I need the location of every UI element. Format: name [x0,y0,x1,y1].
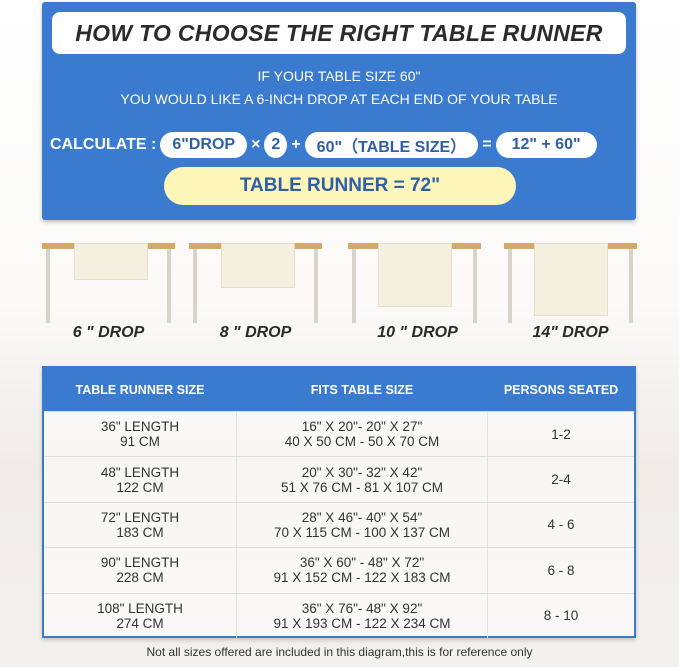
persons-cell: 1-2 [551,426,571,442]
calculation-panel: HOW TO CHOOSE THE RIGHT TABLE RUNNER IF … [42,2,636,220]
persons-cell: 4 - 6 [547,517,575,533]
runner-size-cell: 36" LENGTH 91 CM [44,419,236,449]
fit-cm: 40 X 50 CM - 50 X 70 CM [284,434,440,450]
runner-size-cell: 48" LENGTH 122 CM [44,465,236,495]
fits-size-cell: 36" X 60" - 48" X 72" 91 X 152 CM - 122 X… [236,548,488,593]
equals-sign: = [482,136,492,153]
header-persons: PERSONS SEATED [503,382,619,397]
fit-inches: 36" X 76"- 48" X 92" [301,600,423,616]
length-cm: 122 CM [116,479,164,495]
two-pill: 2 [264,132,288,158]
length-inches: 90" LENGTH [100,555,180,571]
table-row: 36" LENGTH 91 CM 16" X 20"- 20" X 27" 40 X… [44,411,634,457]
length-cm: 91 CM [120,434,160,450]
table-row: 72" LENGTH 183 CM 28" X 46"- 40" X 54" 70 … [44,501,634,548]
runner-size-cell: 108" LENGTH 274 CM [44,601,236,631]
header-runner-size: TABLE RUNNER SIZE [75,382,205,397]
fit-inches: 20" X 30"- 32" X 42" [301,464,423,480]
drop-label: 8 " DROP [219,324,292,341]
fit-cm: 91 X 193 CM - 122 X 234 CM [273,615,451,631]
table-illustration-8 [189,243,322,323]
table-row: 108" LENGTH 274 CM 36" X 76"- 48" X 92" 91… [44,592,634,638]
fit-inches: 16" X 20"- 20" X 27" [301,419,423,435]
condition-line-1: IF YOUR TABLE SIZE 60" [257,68,421,84]
length-cm: 274 CM [116,615,164,631]
condition-line-2: YOU WOULD LIKE A 6-INCH DROP AT EACH END… [120,91,558,107]
result-pill: TABLE RUNNER = 72" [164,167,516,205]
drop-pill: 6"DROP [160,132,248,158]
calculation: CALCULATE : 6"DROP × 2 + 60"（TABLE SIZE）… [50,132,597,158]
footnote: Not all sizes offered are included in th… [146,645,533,659]
fit-cm: 70 X 115 CM - 100 X 137 CM [273,524,451,540]
drop-label: 6 " DROP [72,324,145,341]
table-row: 48" LENGTH 122 CM 20" X 30"- 32" X 42" 51 … [44,456,634,502]
length-cm: 228 CM [116,570,164,586]
drop-label: 14" DROP [532,324,609,341]
fits-size-cell: 16" X 20"- 20" X 27" 40 X 50 CM - 50 X 70… [236,412,488,457]
times-sign: × [251,136,261,153]
fit-inches: 28" X 46"- 40" X 54" [301,509,423,525]
table-row: 90" LENGTH 228 CM 36" X 60" - 48" X 72" 91… [44,547,634,593]
fit-cm: 51 X 76 CM - 81 X 107 CM [280,479,444,495]
table-header: TABLE RUNNER SIZE FITS TABLE SIZE PERSON… [44,368,634,411]
length-inches: 108" LENGTH [97,600,183,616]
length-cm: 183 CM [116,524,164,540]
page-title: HOW TO CHOOSE THE RIGHT TABLE RUNNER [52,12,626,54]
table-size-pill: 60"（TABLE SIZE） [304,132,479,158]
plus-sign: + [291,136,301,153]
table-illustration-6 [42,243,175,323]
fit-inches: 36" X 60" - 48" X 72" [299,555,425,571]
length-inches: 72" LENGTH [100,509,180,525]
fit-cm: 91 X 152 CM - 122 X 183 CM [273,570,451,586]
persons-cell: 6 - 8 [547,562,575,578]
length-inches: 48" LENGTH [100,464,180,480]
table-illustration-14 [504,243,637,323]
runner-size-cell: 90" LENGTH 228 CM [44,555,236,585]
calc-label: CALCULATE : [50,136,157,153]
persons-cell: 8 - 10 [543,608,579,624]
fits-size-cell: 28" X 46"- 40" X 54" 70 X 115 CM - 100 X … [236,502,488,548]
drop-label: 10 " DROP [377,324,458,341]
runner-size-cell: 72" LENGTH 183 CM [44,510,236,540]
sum-pill: 12" + 60" [495,132,597,158]
table-illustration-10 [348,243,481,323]
persons-cell: 2-4 [551,472,571,488]
size-table: TABLE RUNNER SIZE FITS TABLE SIZE PERSON… [42,366,636,638]
fits-size-cell: 36" X 76"- 48" X 92" 91 X 193 CM - 122 X … [236,593,488,638]
length-inches: 36" LENGTH [100,419,180,435]
header-fits-size: FITS TABLE SIZE [310,382,414,397]
fits-size-cell: 20" X 30"- 32" X 42" 51 X 76 CM - 81 X 10… [236,457,488,502]
